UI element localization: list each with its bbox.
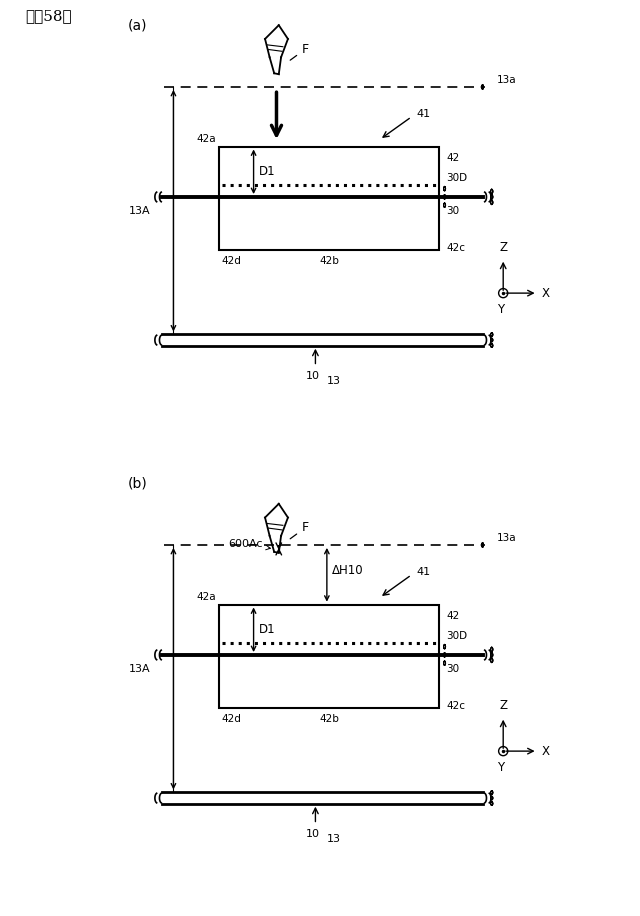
Text: X: X: [542, 745, 550, 758]
Text: 13: 13: [327, 834, 341, 844]
Bar: [220, 147, 439, 250]
Text: 【図58】: 【図58】: [26, 9, 72, 23]
Text: 42a: 42a: [196, 135, 216, 144]
Text: 30D: 30D: [446, 173, 467, 183]
Text: 30: 30: [446, 206, 459, 216]
Text: 41: 41: [416, 109, 430, 118]
Text: 13A: 13A: [129, 664, 150, 673]
Text: 41: 41: [416, 567, 430, 576]
Text: 30: 30: [446, 664, 459, 674]
Text: 42b: 42b: [319, 256, 339, 267]
Text: 42a: 42a: [196, 593, 216, 603]
Text: 42d: 42d: [221, 714, 241, 725]
Text: 13a: 13a: [497, 533, 516, 542]
Text: 10: 10: [307, 829, 320, 839]
Text: 42: 42: [446, 154, 460, 163]
Text: Z: Z: [499, 699, 508, 713]
Text: 600Ac: 600Ac: [228, 540, 270, 550]
Text: 10: 10: [307, 371, 320, 381]
Text: F: F: [290, 521, 309, 539]
Text: 42c: 42c: [446, 701, 465, 711]
Text: (b): (b): [127, 476, 147, 490]
Text: Z: Z: [499, 241, 508, 254]
Text: 42c: 42c: [446, 243, 465, 253]
Text: 13a: 13a: [497, 75, 516, 85]
Text: X: X: [542, 287, 550, 300]
Text: 30D: 30D: [446, 631, 467, 641]
Text: F: F: [290, 43, 309, 60]
Text: D1: D1: [259, 623, 276, 637]
Text: 42: 42: [446, 612, 460, 621]
Text: 13: 13: [327, 376, 341, 386]
Bar: [220, 605, 439, 707]
Text: D1: D1: [259, 165, 276, 179]
Text: 42d: 42d: [221, 256, 241, 267]
Text: 13A: 13A: [129, 206, 150, 215]
Text: ΔH10: ΔH10: [332, 563, 363, 577]
Text: Y: Y: [497, 761, 504, 774]
Text: (a): (a): [127, 18, 147, 32]
Text: 42b: 42b: [319, 714, 339, 725]
Text: Y: Y: [497, 303, 504, 316]
